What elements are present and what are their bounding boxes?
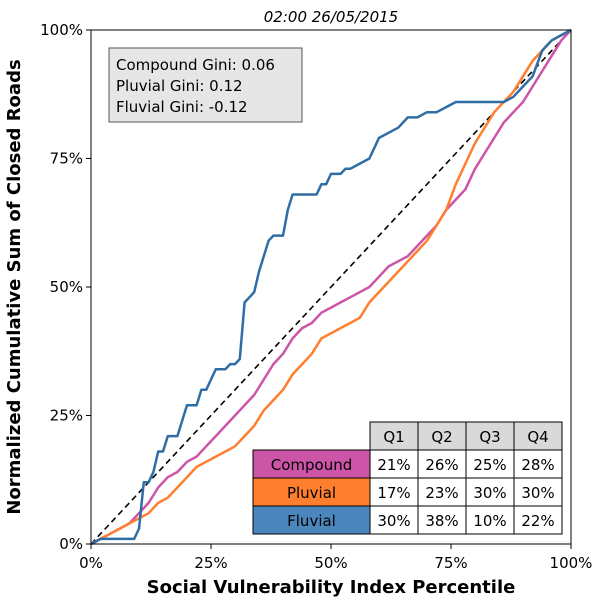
equality-reference-line xyxy=(90,29,572,545)
table-row-label-compound: Compound xyxy=(271,456,353,474)
gini-line: Pluvial Gini: 0.12 xyxy=(116,77,243,95)
gini-line: Fluvial Gini: -0.12 xyxy=(116,98,248,116)
table-row-label-cell xyxy=(252,505,371,535)
plot-area: 0% 25% 50% 75% 100% 0% 25% 50% 75% 100% Compound G… xyxy=(40,21,592,572)
quartile-table: Q1 Q2 Q3 Q4 Compound 21% 26% 25% 28% Pluvial 17% 23… xyxy=(252,421,563,535)
gini-box-background xyxy=(108,47,303,123)
series-line-fluvial xyxy=(90,28,572,546)
table-cell-value: 25% xyxy=(473,456,506,474)
gini-annotation-box: Compound Gini: 0.06 Pluvial Gini: 0.12 Flu… xyxy=(108,47,303,123)
table-row-label-cell xyxy=(252,477,371,507)
y-tick-label: 0% xyxy=(59,535,83,553)
table-cell xyxy=(513,477,563,507)
x-tick-label: 50% xyxy=(314,554,347,572)
table-header-q2: Q2 xyxy=(431,428,452,446)
table-header-q1: Q1 xyxy=(383,428,404,446)
table-row-label-pluvial: Pluvial xyxy=(287,484,336,502)
x-tick-label: 25% xyxy=(194,554,227,572)
table-header-cell xyxy=(465,421,515,451)
chart-title: 02:00 26/05/2015 xyxy=(264,8,398,26)
series-line-pluvial xyxy=(90,28,572,546)
table-cell-value: 23% xyxy=(425,484,458,502)
table-cell-value: 17% xyxy=(377,484,410,502)
table-cell-value: 38% xyxy=(425,512,458,530)
table-cell-value: 10% xyxy=(473,512,506,530)
y-tick-label: 75% xyxy=(50,150,83,168)
table-row-label-fluvial: Fluvial xyxy=(287,512,336,530)
x-tick-label: 0% xyxy=(79,554,103,572)
table-header-q4: Q4 xyxy=(527,428,548,446)
table-cell-value: 21% xyxy=(377,456,410,474)
table-cell-value: 30% xyxy=(473,484,506,502)
x-tick-label: 75% xyxy=(434,554,467,572)
gini-line: Compound Gini: 0.06 xyxy=(116,56,275,74)
x-axis-title: Social Vulnerability Index Percentile xyxy=(147,577,516,598)
table-cell xyxy=(513,505,563,535)
table-cell-value: 30% xyxy=(377,512,410,530)
y-tick-label: 25% xyxy=(50,407,83,425)
table-header-cell xyxy=(513,421,563,451)
y-axis-title: Normalized Cumulative Sum of Closed Road… xyxy=(4,59,25,514)
table-cell xyxy=(513,449,563,479)
x-tick-label: 100% xyxy=(550,554,593,572)
table-cell-value: 26% xyxy=(425,456,458,474)
table-cell-value: 30% xyxy=(521,484,554,502)
table-cell-value: 22% xyxy=(521,512,554,530)
table-cell xyxy=(417,449,467,479)
series-line-compound xyxy=(90,29,572,546)
table-header-cell xyxy=(417,421,467,451)
table-row-label-cell xyxy=(252,449,371,479)
table-cell xyxy=(369,477,419,507)
y-tick-label: 100% xyxy=(40,21,83,39)
y-tick-label: 50% xyxy=(50,278,83,296)
table-cell-value: 28% xyxy=(521,456,554,474)
table-header-q3: Q3 xyxy=(479,428,500,446)
